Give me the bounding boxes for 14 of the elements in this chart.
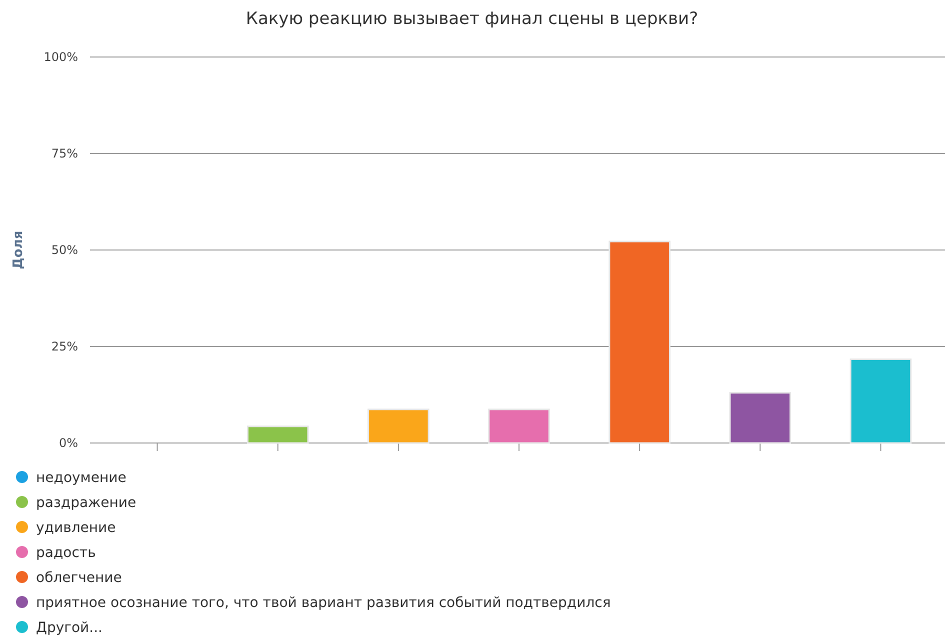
legend-label: приятное осознание того, что твой вариант развития событий подтвердился xyxy=(36,594,611,611)
y-axis-title: Доля xyxy=(11,230,26,270)
legend-label: облегчение xyxy=(36,570,122,586)
y-tick-label: 0% xyxy=(58,436,78,450)
y-tick-label: 75% xyxy=(51,146,78,161)
y-tick-label: 100% xyxy=(44,50,78,64)
legend-label: Другой... xyxy=(36,620,102,636)
legend-label: раздражение xyxy=(36,494,136,511)
y-tick-label: 25% xyxy=(51,340,78,354)
chart-title: Какую реакцию вызывает финал сцены в церкви? xyxy=(246,9,698,29)
legend-label: радость xyxy=(36,544,96,561)
legend-label: удивление xyxy=(36,520,116,536)
legend-label: недоумение xyxy=(36,470,126,486)
y-tick-label: 50% xyxy=(51,243,78,258)
